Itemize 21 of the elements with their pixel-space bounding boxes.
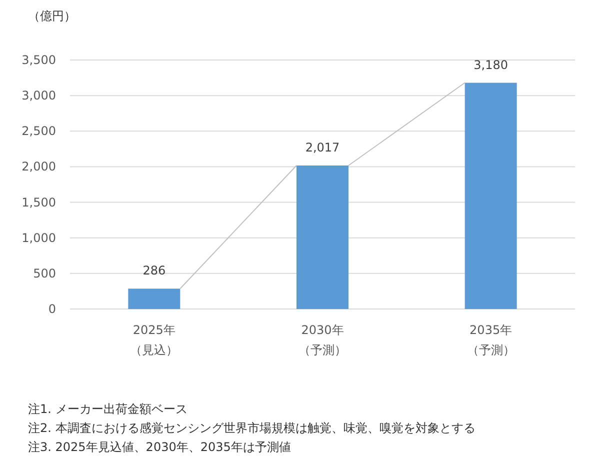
data-label: 3,180: [474, 58, 508, 72]
y-axis-title: （億円）: [28, 9, 76, 23]
y-tick-label: 500: [33, 266, 56, 280]
data-label: 286: [142, 264, 166, 278]
text: 注3. 2025年見込値、2030年、2035年は予測値: [28, 440, 291, 454]
y-tick-label: 3,000: [22, 88, 56, 103]
y-tick-label: 1,500: [22, 195, 56, 210]
bar: [464, 82, 517, 309]
text: 注1. メーカー出荷金額ベース: [28, 402, 188, 416]
text: 注2. 本調査における感覚センシング世界市場規模は触覚、味覚、嗅覚を対象とする: [28, 421, 476, 435]
bar: [128, 288, 180, 309]
y-tick-label: 1,000: [22, 230, 56, 245]
y-tick-label: 3,500: [22, 53, 56, 67]
y-tick-label: 0: [48, 302, 56, 316]
bar: [296, 166, 348, 309]
x-tick-label: 2025年（見込）: [130, 323, 178, 357]
data-label: 2,017: [305, 140, 340, 155]
y-tick-label: 2,000: [22, 160, 56, 174]
x-tick-label: 2030年（予測）: [298, 323, 346, 357]
x-tick-label: 2035年（予測）: [466, 323, 515, 357]
y-tick-label: 2,500: [22, 124, 56, 138]
